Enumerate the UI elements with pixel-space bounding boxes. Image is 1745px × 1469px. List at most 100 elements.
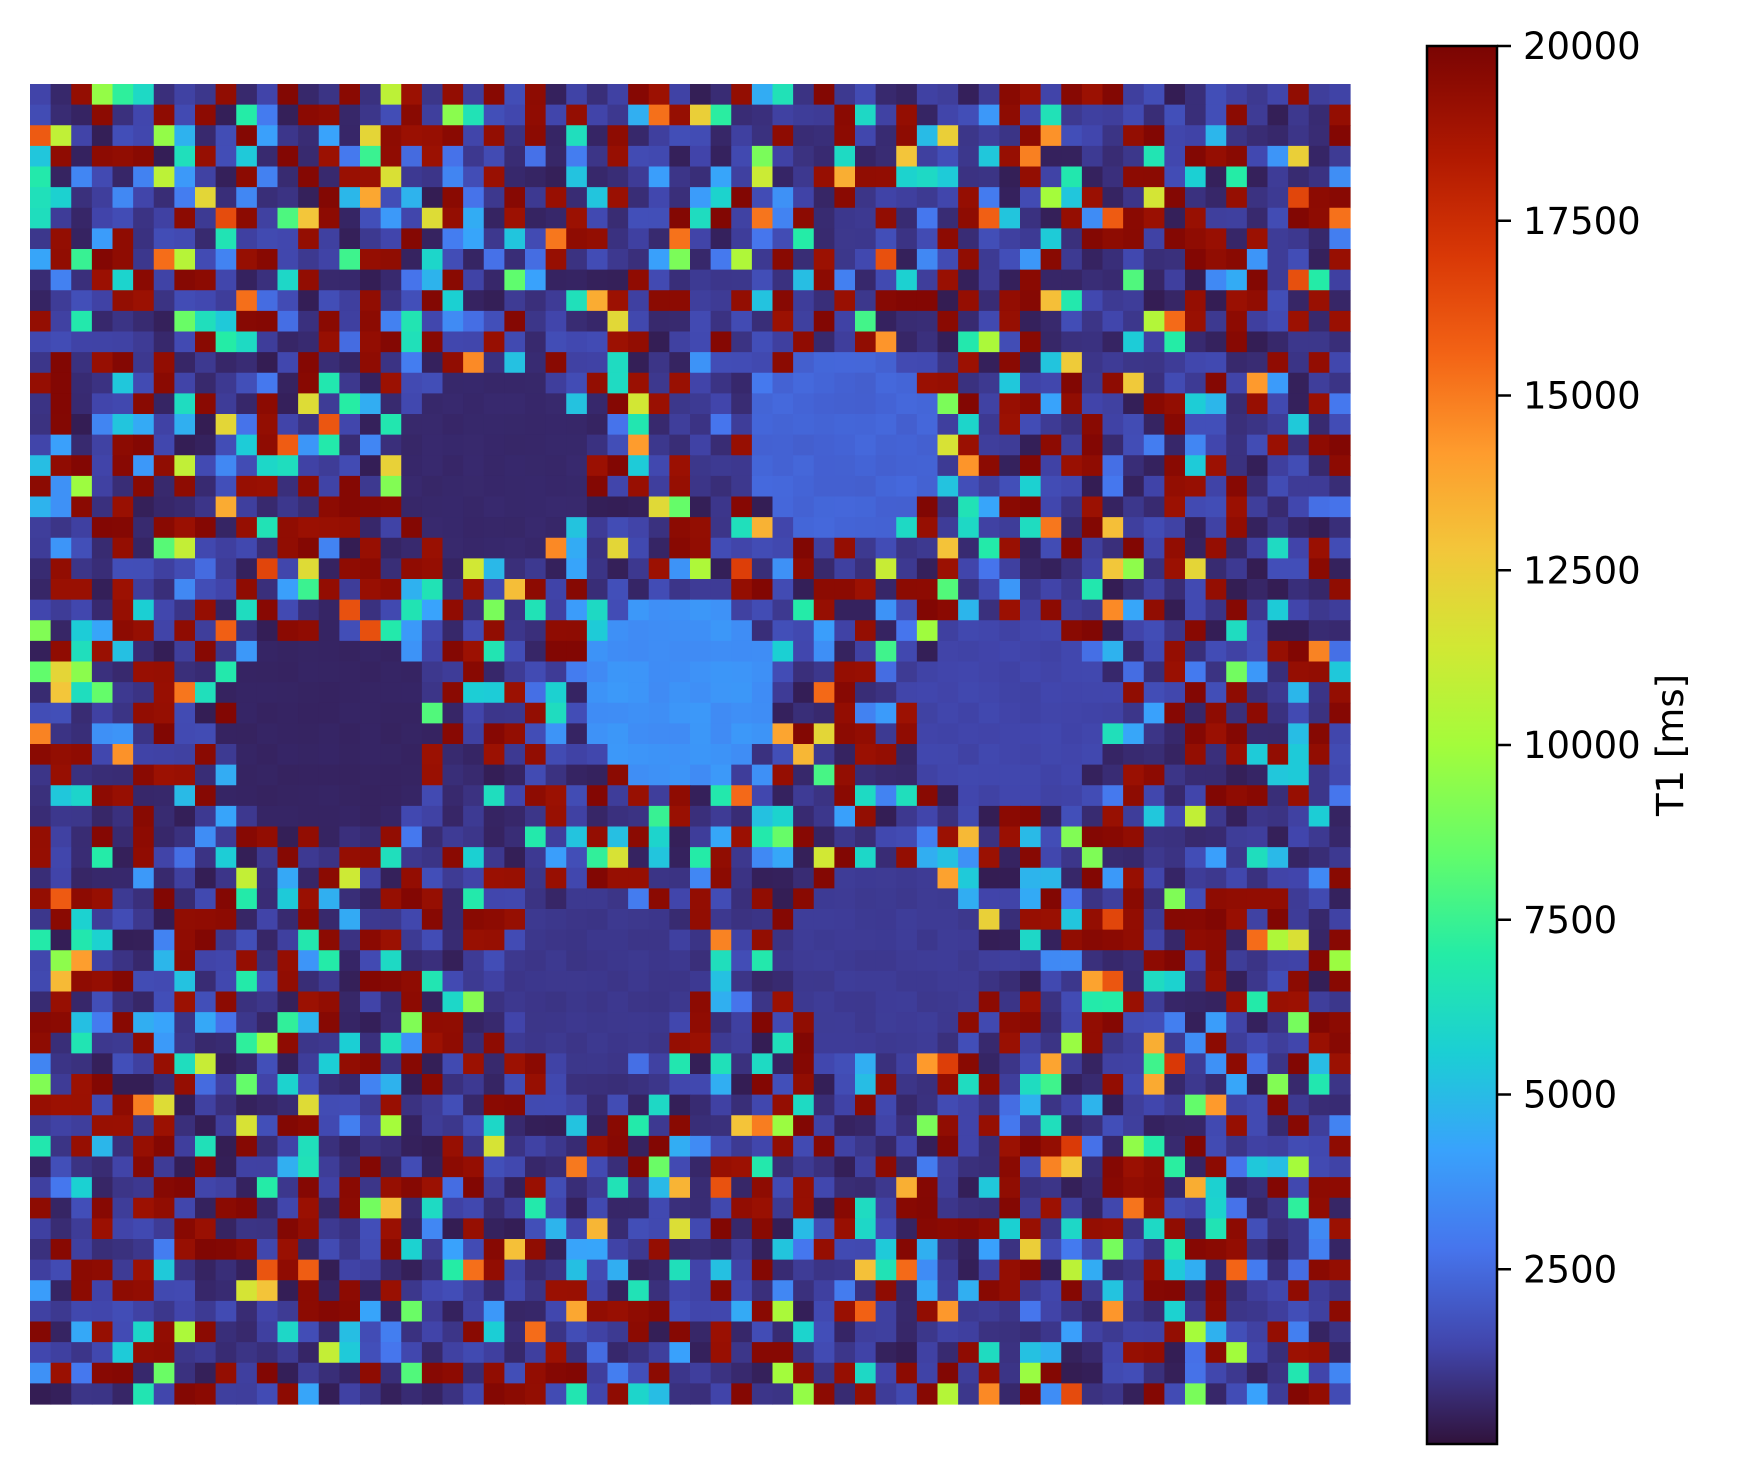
heatmap-cell [1308,269,1330,291]
heatmap-cell [586,269,609,291]
heatmap-cell [751,145,774,168]
heatmap-cell [277,372,299,394]
heatmap-cell [978,187,1000,209]
heatmap-cell [463,1362,485,1384]
heatmap-cell [545,744,567,766]
heatmap-cell [463,1383,485,1405]
heatmap-cell [813,1239,835,1261]
heatmap-cell [50,1074,72,1096]
heatmap-cell [875,1239,897,1261]
heatmap-cell [525,1280,547,1302]
heatmap-cell [896,1383,918,1405]
heatmap-cell [112,125,134,147]
heatmap-cell [1308,950,1330,972]
heatmap-cell [50,414,72,436]
heatmap-cell [793,805,815,828]
heatmap-cell [215,125,237,147]
heatmap-cell [1061,847,1083,869]
heatmap-cell [916,1239,939,1261]
heatmap-cell [401,1383,423,1405]
heatmap-cell [690,579,712,601]
heatmap-cell [916,950,939,972]
heatmap-cell [91,1032,114,1054]
heatmap-cell [195,1362,217,1384]
heatmap-cell [1102,1239,1124,1261]
heatmap-cell [1226,867,1248,889]
heatmap-cell [1246,166,1269,188]
heatmap-cell [277,579,299,601]
heatmap-cell [133,1239,155,1261]
heatmap-cell [339,475,361,498]
heatmap-cell [174,331,196,353]
heatmap-cell [50,1094,72,1116]
heatmap-cell [586,393,609,415]
heatmap-cell [1102,579,1124,601]
heatmap-cell [483,950,505,972]
heatmap-cell [30,537,52,559]
heatmap-cell [1164,1280,1186,1302]
heatmap-cell [91,702,114,724]
heatmap-cell [421,661,444,683]
heatmap-cell [71,847,93,869]
heatmap-cell [1329,929,1351,951]
heatmap-cell [566,434,588,456]
heatmap-cell [91,579,114,601]
heatmap-cell [772,290,794,312]
heatmap-cell [195,207,217,229]
heatmap-cell [401,950,423,972]
heatmap-cell [1061,1135,1083,1158]
heatmap-cell [1288,1321,1310,1343]
heatmap-cell [1143,372,1165,394]
heatmap-cell [751,434,774,456]
heatmap-cell [401,929,423,951]
heatmap-cell [91,496,114,518]
heatmap-cell [1288,1135,1310,1158]
heatmap-cell [504,558,526,580]
heatmap-cell [174,414,196,436]
heatmap-cell [731,1094,753,1116]
heatmap-cell [339,1135,361,1158]
heatmap-cell [545,310,567,333]
heatmap-cell [1164,145,1186,168]
heatmap-cell [586,640,609,663]
heatmap-cell [648,352,670,374]
heatmap-cell [236,331,258,353]
heatmap-cell [710,1012,732,1034]
heatmap-cell [30,166,52,188]
heatmap-cell [1081,599,1104,621]
heatmap-cell [751,950,774,972]
heatmap-cell [1123,125,1145,147]
heatmap-cell [174,805,196,828]
heatmap-cell [318,640,340,663]
heatmap-cell [545,1280,567,1302]
heatmap-cell [751,640,774,663]
heatmap-cell [236,579,258,601]
heatmap-cell [958,764,980,786]
heatmap-cell [298,702,320,724]
heatmap-cell [421,269,444,291]
heatmap-cell [586,599,609,621]
heatmap-cell [504,1135,526,1158]
heatmap-cell [360,1177,382,1199]
heatmap-cell [50,970,72,993]
heatmap-cell [112,166,134,188]
heatmap-cell [1308,228,1330,250]
heatmap-cell [153,702,175,724]
heatmap-cell [298,475,320,498]
heatmap-cell [298,1383,320,1405]
heatmap-cell [1143,1177,1165,1199]
heatmap-cell [525,640,547,663]
heatmap-cell [1185,331,1207,353]
heatmap-cell [731,682,753,704]
heatmap-cell [504,496,526,518]
heatmap-cell [360,372,382,394]
heatmap-cell [133,393,155,415]
heatmap-cell [1267,475,1289,498]
heatmap-cell [30,1342,52,1364]
heatmap-cell [586,187,609,209]
heatmap-cell [50,1218,72,1240]
heatmap-cell [916,785,939,807]
heatmap-cell [71,1156,93,1178]
heatmap-cell [1040,145,1062,168]
heatmap-cell [401,640,423,663]
